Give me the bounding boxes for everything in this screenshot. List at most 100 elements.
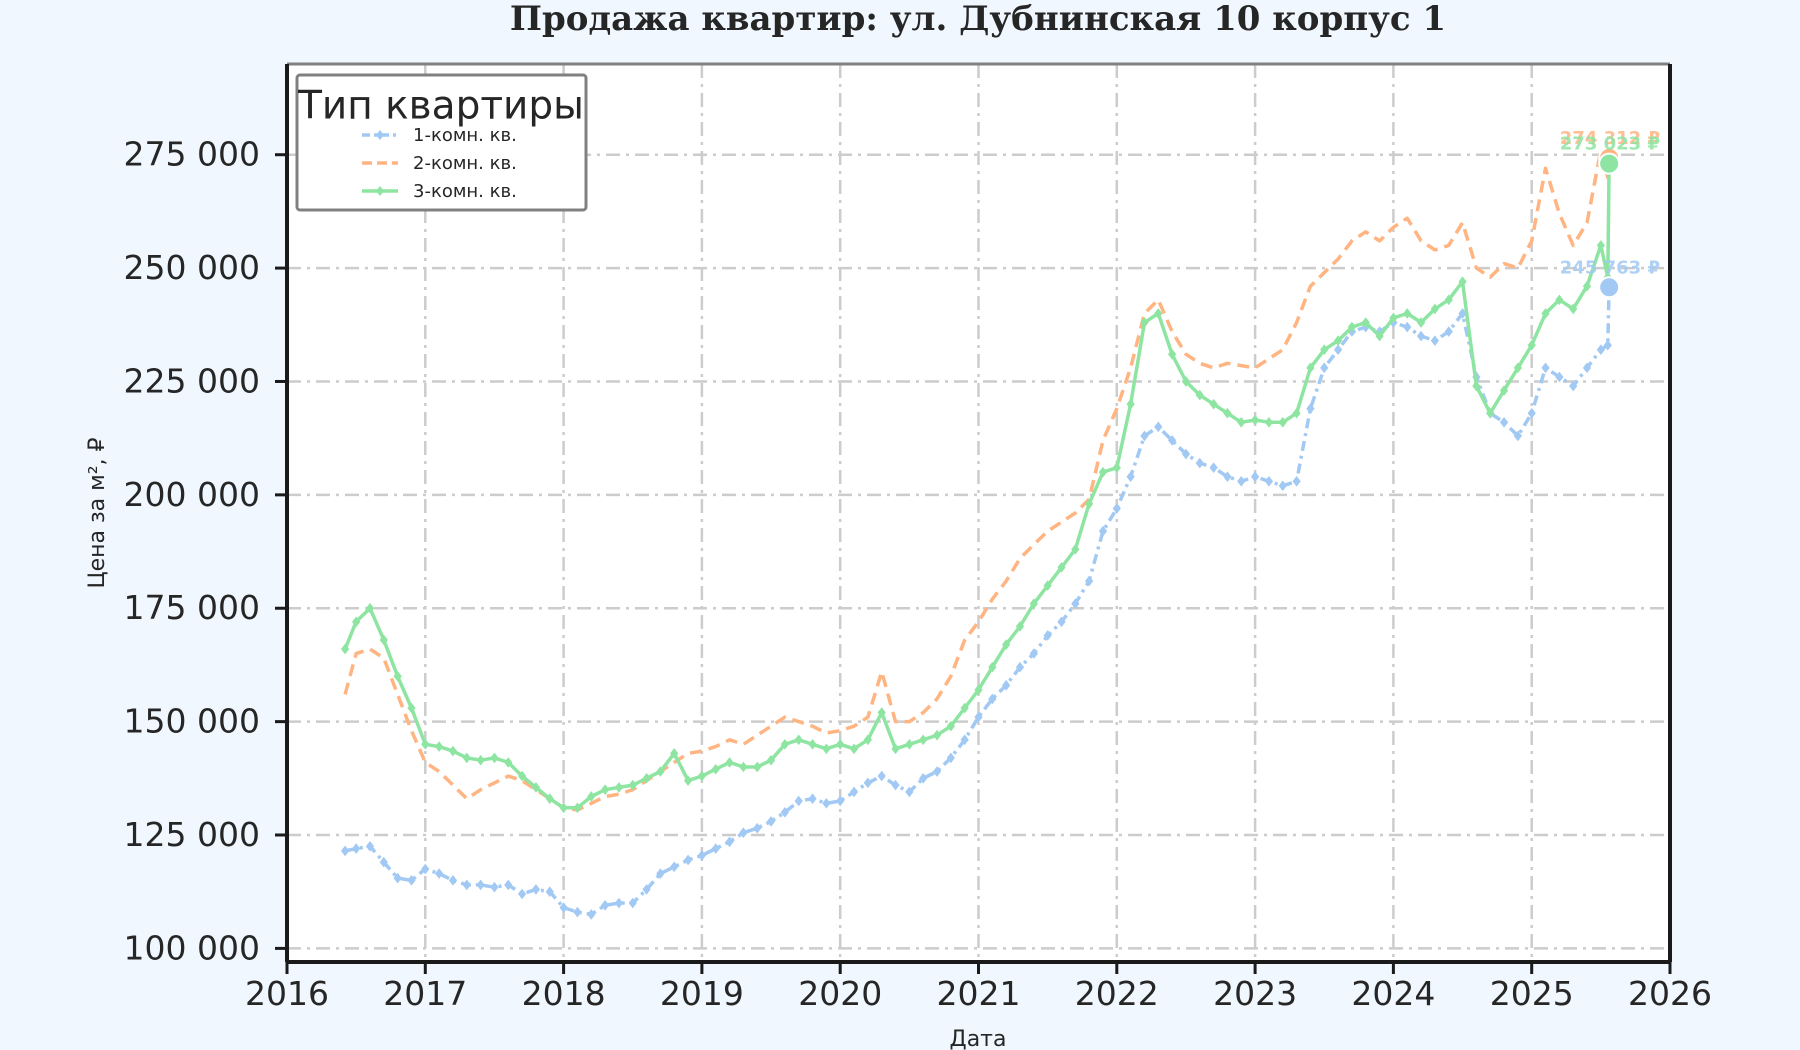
data-point	[628, 779, 637, 791]
data-point	[932, 729, 942, 741]
y-tick-label: 200 000	[124, 475, 260, 514]
data-point	[1181, 376, 1191, 387]
series-group	[340, 281, 1614, 920]
data-point	[1112, 503, 1121, 514]
data-point	[545, 793, 554, 805]
data-point	[1264, 416, 1274, 428]
data-point	[656, 766, 665, 777]
data-point	[1015, 661, 1025, 673]
data-point	[1569, 303, 1578, 315]
data-point	[614, 782, 624, 793]
data-point	[725, 836, 734, 848]
x-tick-label: 2025	[1490, 974, 1574, 1013]
data-point	[1403, 321, 1412, 333]
y-axis-label: Цена за м², ₽	[85, 437, 110, 588]
data-point	[753, 822, 762, 834]
data-point	[1306, 403, 1315, 415]
data-point	[504, 879, 513, 891]
endpoint-marker	[1598, 276, 1621, 299]
data-point	[490, 881, 499, 893]
y-tick-label: 125 000	[124, 815, 260, 854]
data-point	[1430, 303, 1440, 315]
data-point	[1250, 414, 1260, 426]
legend-box	[295, 73, 588, 212]
data-point	[1416, 317, 1426, 328]
y-tick-label: 250 000	[124, 248, 260, 287]
data-point	[1541, 308, 1550, 319]
data-point	[1513, 430, 1523, 442]
data-point	[670, 748, 679, 759]
data-point	[1347, 321, 1357, 333]
data-point	[421, 863, 430, 875]
data-point	[642, 773, 651, 784]
data-point	[1071, 543, 1080, 555]
data-point	[905, 738, 914, 750]
data-point	[1292, 475, 1301, 487]
data-point	[1555, 371, 1564, 383]
data-point	[1085, 575, 1094, 587]
data-point	[905, 786, 914, 798]
data-point	[697, 770, 707, 782]
data-point	[1458, 276, 1467, 288]
x-tick-label: 2021	[937, 974, 1021, 1013]
data-point	[1167, 348, 1177, 360]
data-point	[1043, 630, 1052, 641]
data-point	[340, 845, 350, 857]
data-point	[739, 827, 748, 839]
data-point	[1002, 680, 1011, 691]
data-point	[683, 854, 693, 866]
data-point	[1582, 280, 1592, 292]
x-tick-label: 2026	[1628, 974, 1712, 1013]
data-point	[462, 752, 471, 764]
legend-label: 3-комн. кв.	[413, 181, 517, 202]
data-point	[1057, 562, 1066, 573]
data-point	[877, 707, 886, 718]
data-point	[517, 770, 527, 782]
data-point	[1320, 362, 1329, 374]
data-point	[1444, 294, 1453, 306]
data-point	[1555, 294, 1564, 306]
data-point	[1486, 407, 1495, 419]
data-point	[1098, 466, 1108, 478]
data-point	[1112, 462, 1121, 473]
data-point	[504, 757, 513, 768]
data-point	[1513, 362, 1523, 374]
data-point	[352, 616, 361, 628]
data-point	[448, 745, 458, 757]
data-point	[863, 777, 872, 789]
data-point	[1029, 648, 1038, 659]
data-point	[448, 875, 458, 886]
data-point	[1126, 471, 1135, 483]
data-point	[822, 743, 831, 755]
data-point	[1320, 344, 1329, 356]
data-point	[1278, 416, 1287, 428]
data-point	[1250, 471, 1260, 483]
data-point	[1140, 317, 1149, 328]
legend-entries: 1-комн. кв. 2-комн. кв. 3-комн. кв.	[362, 125, 517, 202]
data-point	[1264, 475, 1274, 487]
data-point	[407, 875, 416, 886]
data-point	[753, 761, 762, 773]
x-tick-label: 2018	[522, 974, 606, 1013]
legend-title: Тип квартиры	[297, 84, 584, 129]
data-point	[531, 782, 541, 793]
data-point	[1209, 462, 1218, 473]
data-point	[960, 734, 969, 746]
data-point	[1596, 240, 1605, 251]
data-point	[1015, 621, 1025, 632]
data-point	[1333, 344, 1343, 356]
data-point	[531, 884, 541, 895]
data-point	[836, 795, 845, 807]
data-point	[877, 770, 886, 782]
data-point	[600, 784, 610, 795]
data-point	[1209, 398, 1218, 410]
x-tick-label: 2022	[1075, 974, 1159, 1013]
data-point	[642, 884, 651, 895]
data-point	[573, 802, 582, 814]
legend-label: 1-комн. кв.	[413, 125, 517, 146]
data-point	[725, 757, 734, 768]
y-tick-label: 275 000	[124, 135, 260, 174]
data-point	[946, 720, 955, 732]
